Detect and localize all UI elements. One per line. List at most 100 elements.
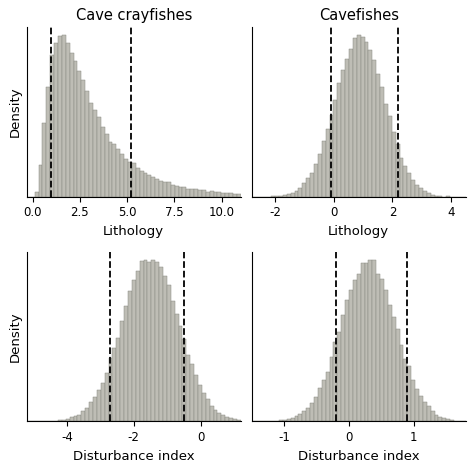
Bar (427, 193, 431, 197)
Bar (237, 194, 241, 197)
X-axis label: Lithology: Lithology (328, 225, 389, 238)
Bar (179, 187, 182, 197)
Bar (450, 420, 454, 422)
Bar (128, 291, 132, 422)
Bar (225, 417, 229, 422)
Bar (423, 402, 427, 422)
Bar (334, 341, 337, 422)
Bar (279, 420, 283, 422)
Bar (112, 144, 116, 197)
Bar (218, 413, 221, 422)
Bar (136, 169, 140, 197)
Bar (105, 134, 109, 197)
Bar (109, 358, 112, 422)
Bar (442, 418, 446, 422)
Bar (411, 179, 415, 197)
Bar (326, 129, 329, 197)
Bar (423, 191, 427, 197)
Bar (186, 356, 190, 422)
Bar (314, 397, 318, 422)
Bar (66, 43, 70, 197)
Bar (431, 195, 435, 197)
Bar (124, 159, 128, 197)
Bar (283, 195, 287, 197)
Bar (337, 83, 341, 197)
Bar (174, 186, 179, 197)
Bar (407, 366, 411, 422)
Bar (233, 419, 237, 422)
Bar (341, 71, 345, 197)
Bar (306, 178, 310, 197)
Bar (50, 421, 54, 422)
Bar (373, 260, 376, 422)
Bar (89, 103, 93, 197)
X-axis label: Disturbance index: Disturbance index (298, 450, 419, 463)
Bar (182, 187, 186, 197)
Bar (283, 420, 287, 422)
Bar (353, 38, 357, 197)
Bar (334, 100, 337, 197)
Bar (77, 415, 82, 422)
Bar (198, 385, 202, 422)
Bar (435, 195, 438, 197)
Bar (163, 182, 167, 197)
Bar (202, 393, 206, 422)
Y-axis label: Density: Density (9, 87, 21, 138)
Bar (318, 388, 322, 422)
Bar (105, 373, 109, 422)
Bar (229, 193, 233, 197)
Bar (120, 154, 124, 197)
Bar (194, 189, 198, 197)
Bar (54, 421, 58, 422)
Bar (77, 71, 82, 197)
Bar (233, 194, 237, 197)
Bar (210, 191, 213, 197)
Bar (438, 196, 442, 197)
Bar (85, 91, 89, 197)
Bar (82, 80, 85, 197)
Bar (446, 419, 450, 422)
Bar (190, 189, 194, 197)
Bar (368, 260, 373, 422)
Bar (182, 339, 186, 422)
Title: Cavefishes: Cavefishes (319, 8, 399, 24)
Bar (392, 317, 396, 422)
Bar (302, 183, 306, 197)
Bar (132, 163, 136, 197)
Bar (435, 415, 438, 422)
Bar (62, 420, 66, 422)
Bar (357, 35, 361, 197)
Bar (361, 263, 365, 422)
Bar (179, 326, 182, 422)
Bar (275, 421, 279, 422)
Bar (202, 190, 206, 197)
Bar (190, 364, 194, 422)
Bar (73, 61, 77, 197)
Bar (310, 403, 314, 422)
Bar (221, 414, 225, 422)
Bar (380, 87, 384, 197)
Bar (279, 196, 283, 197)
Bar (82, 411, 85, 422)
Bar (345, 300, 349, 422)
Title: Cave crayfishes: Cave crayfishes (76, 8, 192, 24)
Bar (213, 409, 218, 422)
Bar (310, 173, 314, 197)
Bar (400, 345, 403, 422)
Bar (89, 402, 93, 422)
Bar (46, 88, 50, 197)
Bar (206, 192, 210, 197)
Bar (120, 321, 124, 422)
Bar (128, 162, 132, 197)
Bar (345, 59, 349, 197)
Bar (287, 194, 291, 197)
Bar (341, 316, 345, 422)
Bar (58, 36, 62, 197)
Bar (329, 357, 334, 422)
Bar (295, 416, 299, 422)
Bar (392, 132, 396, 197)
Bar (159, 181, 163, 197)
Bar (431, 411, 435, 422)
Bar (124, 306, 128, 422)
Bar (70, 417, 73, 422)
